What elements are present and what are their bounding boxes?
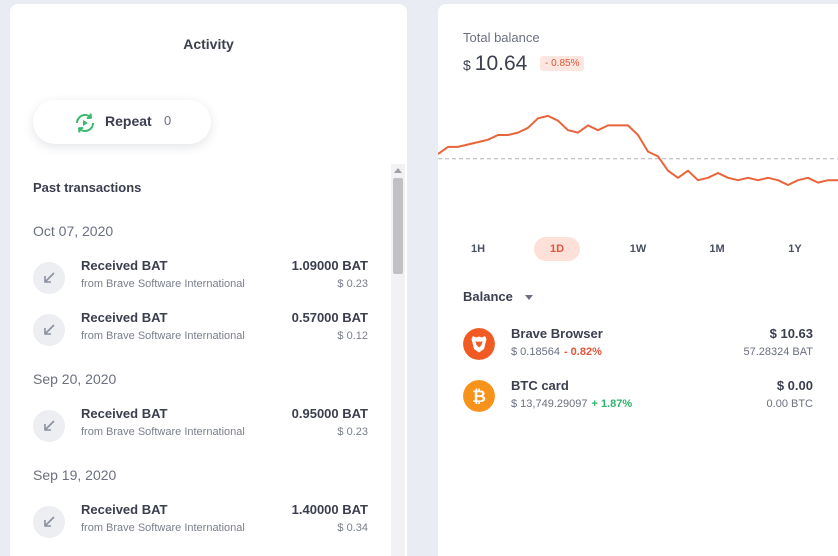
scroll-thumb[interactable] (393, 178, 403, 274)
activity-panel: Activity Repeat 0 Past transactions Oct … (10, 4, 407, 556)
repeat-button[interactable]: Repeat 0 (33, 100, 211, 144)
transaction-title: Received BAT (81, 310, 168, 325)
transaction-fiat: $ 0.12 (337, 330, 368, 342)
total-balance-value: $10.64 (463, 52, 527, 76)
total-balance-amount: 10.64 (474, 52, 528, 75)
scroll-up-arrow-icon[interactable] (394, 168, 402, 173)
transaction-source: from Brave Software International (81, 330, 245, 342)
transaction-row[interactable]: Received BAT from Brave Software Interna… (33, 406, 368, 446)
account-price-line: $ 0.18564- 0.82% (511, 346, 602, 358)
account-name: Brave Browser (511, 326, 603, 341)
caret-down-icon[interactable] (525, 295, 533, 300)
range-button-1m[interactable]: 1M (709, 243, 725, 255)
date-header: Sep 20, 2020 (33, 371, 117, 387)
svg-text:₿: ₿ (472, 387, 486, 407)
date-header: Sep 19, 2020 (33, 467, 117, 483)
transaction-fiat: $ 0.23 (337, 278, 368, 290)
transaction-source: from Brave Software International (81, 278, 245, 290)
total-balance-change-badge: - 0.85% (540, 56, 585, 71)
received-arrow-icon (33, 410, 65, 442)
transaction-source: from Brave Software International (81, 426, 245, 438)
date-header: Oct 07, 2020 (33, 223, 114, 239)
past-transactions-title: Past transactions (33, 180, 142, 195)
range-button-1d[interactable]: 1D (534, 237, 580, 261)
transaction-amount: 1.09000 BAT (291, 258, 368, 273)
transaction-row[interactable]: Received BAT from Brave Software Interna… (33, 258, 368, 298)
transaction-title: Received BAT (81, 502, 168, 517)
account-change: - 0.82% (563, 346, 602, 358)
account-name: BTC card (511, 378, 569, 393)
activity-title: Activity (183, 36, 234, 52)
currency-symbol: $ (463, 57, 471, 73)
bitcoin-icon: ₿ (463, 380, 495, 412)
repeat-icon (76, 113, 94, 133)
repeat-count: 0 (164, 113, 172, 128)
transaction-amount: 1.40000 BAT (291, 502, 368, 517)
transaction-source: from Brave Software International (81, 522, 245, 534)
account-price: $ 13,749.29097 (511, 398, 588, 410)
range-button-1y[interactable]: 1Y (788, 243, 802, 255)
balance-line-chart[interactable] (438, 104, 838, 204)
received-arrow-icon (33, 506, 65, 538)
transaction-row[interactable]: Received BAT from Brave Software Interna… (33, 502, 368, 542)
transaction-amount: 0.57000 BAT (291, 310, 368, 325)
account-crypto-balance: 57.28324 BAT (743, 346, 813, 358)
transaction-fiat: $ 0.23 (337, 426, 368, 438)
scrollbar[interactable] (391, 164, 405, 556)
account-row-btc[interactable]: ₿ BTC card $ 13,749.29097 + 1.87% $ 0.00 … (463, 378, 813, 418)
transaction-fiat: $ 0.34 (337, 522, 368, 534)
chart-series-line (438, 114, 838, 186)
transaction-title: Received BAT (81, 258, 168, 273)
transaction-title: Received BAT (81, 406, 168, 421)
account-fiat-balance: $ 10.63 (769, 326, 813, 341)
total-balance-label: Total balance (463, 30, 540, 45)
range-button-1h[interactable]: 1H (470, 243, 486, 255)
balance-panel: Total balance $10.64 - 0.85% 1H 1D 1W 1M 1Y … (438, 4, 838, 556)
account-row-brave[interactable]: Brave Browser $ 0.18564- 0.82% $ 10.63 5… (463, 326, 813, 366)
received-arrow-icon (33, 262, 65, 294)
brave-lion-icon (463, 328, 495, 360)
transaction-amount: 0.95000 BAT (291, 406, 368, 421)
range-button-1w[interactable]: 1W (629, 243, 647, 255)
account-fiat-balance: $ 0.00 (776, 378, 813, 393)
account-crypto-balance: 0.00 BTC (766, 398, 813, 410)
account-change: + 1.87% (591, 398, 633, 410)
transaction-row[interactable]: Received BAT from Brave Software Interna… (33, 310, 368, 350)
repeat-label: Repeat (105, 113, 152, 129)
account-price-line: $ 13,749.29097 + 1.87% (511, 398, 632, 410)
received-arrow-icon (33, 314, 65, 346)
balance-dropdown[interactable]: Balance (463, 289, 513, 304)
account-price: $ 0.18564 (511, 346, 560, 358)
